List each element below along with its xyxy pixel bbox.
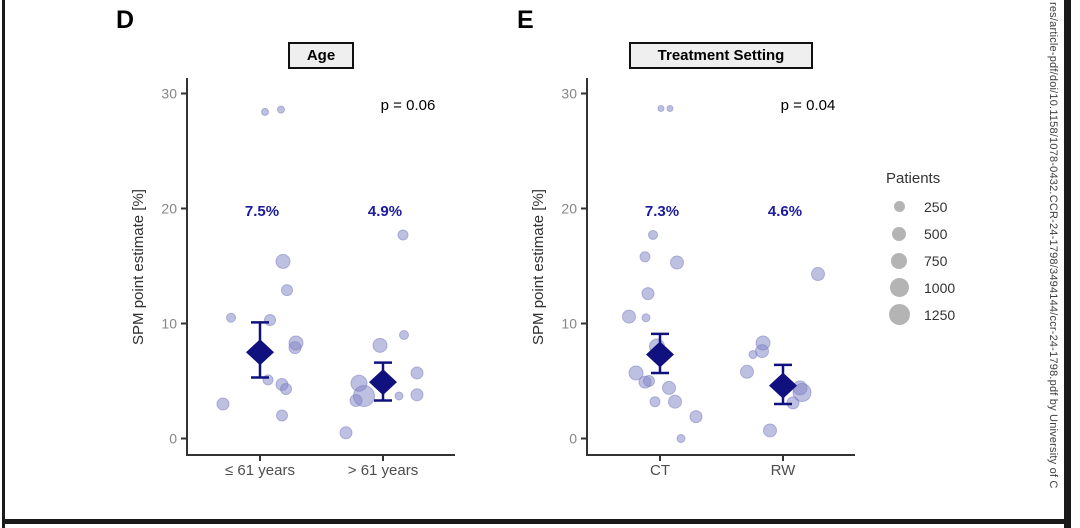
y-tick-label: 0: [169, 431, 177, 447]
patient-bubble: [397, 229, 409, 241]
patient-bubble: [641, 313, 651, 323]
y-axis-label: SPM point estimate [%]: [530, 189, 547, 345]
patient-bubble: [670, 255, 684, 270]
estimate-diamond: [769, 372, 797, 399]
estimate-diamond: [246, 339, 274, 366]
panel-e-title-box: Treatment Setting: [629, 42, 813, 69]
legend-item: 1250: [886, 301, 1006, 328]
patient-bubble: [811, 267, 825, 282]
patient-bubble: [628, 365, 644, 381]
legend-size-label: 1250: [924, 306, 956, 323]
patient-bubble: [662, 380, 676, 395]
legend-size-circle: [888, 304, 910, 325]
legend-size-label: 250: [924, 198, 948, 215]
panel-e-plot: 0 10 20 30 SPM point estimate [%] p = 0.04 CT 7…: [530, 78, 855, 479]
estimate-label: 4.9%: [368, 203, 402, 220]
patient-bubble: [763, 423, 777, 438]
patient-bubble: [657, 104, 665, 112]
y-tick-label: 30: [161, 86, 177, 102]
legend-size-label: 1000: [924, 279, 956, 296]
patient-bubble: [276, 409, 288, 422]
legend-title: Patients: [886, 170, 941, 187]
p-value-label: p = 0.04: [781, 97, 836, 114]
estimate-diamond: [646, 341, 674, 368]
patient-bubble: [410, 366, 424, 380]
figure-frame-bottom: [2, 519, 1071, 524]
patient-bubble: [399, 330, 409, 340]
estimate-label: 4.6%: [768, 203, 802, 220]
patient-bubble: [649, 396, 661, 408]
patient-bubble: [641, 287, 655, 301]
patient-bubble: [288, 341, 302, 355]
y-axis-label: SPM point estimate [%]: [130, 189, 147, 345]
patient-bubble: [755, 344, 769, 359]
legend-size-circle: [889, 278, 909, 297]
group-2: RW 4.6%: [740, 203, 825, 479]
patient-bubble: [372, 337, 388, 353]
p-value-label: p = 0.06: [381, 97, 436, 114]
y-tick-label: 20: [561, 201, 577, 217]
patient-bubble: [666, 104, 674, 112]
legend-size-circle: [893, 201, 905, 212]
patient-bubble: [261, 107, 269, 116]
patient-bubble: [394, 391, 404, 401]
legend-item: 500: [886, 220, 1006, 247]
y-tick-label: 30: [561, 86, 577, 102]
patient-bubble: [748, 350, 758, 360]
y-tick-label: 10: [161, 316, 177, 332]
category-label: > 61 years: [348, 462, 418, 479]
patient-bubble: [281, 284, 293, 297]
estimate-label: 7.5%: [245, 203, 279, 220]
patient-bubble: [264, 314, 276, 327]
pdf-download-watermark: res/article-pdf/doi/10.1158/1078-0432.CC…: [1047, 2, 1059, 489]
y-tick-label: 20: [161, 201, 177, 217]
legend-size-label: 750: [924, 252, 948, 269]
legend-size-circle: [892, 226, 906, 241]
patient-bubble: [689, 410, 703, 424]
group-1: ≤ 61 years 7.5%: [216, 105, 304, 479]
group-2: > 61 years 4.9%: [339, 203, 424, 479]
patient-bubble: [643, 375, 655, 387]
patient-bubble: [275, 253, 291, 269]
patient-bubble: [280, 383, 292, 396]
category-label: ≤ 61 years: [225, 462, 295, 479]
category-label: RW: [771, 462, 797, 479]
figure-frame-left: [2, 0, 5, 528]
panel-e-letter: E: [517, 6, 534, 34]
patient-bubble: [349, 394, 363, 408]
patient-bubble: [339, 426, 353, 440]
panel-d-plot: 0 10 20 30 SPM point estimate [%] p = 0.06 ≤ 6…: [130, 78, 455, 479]
legend-item: 750: [886, 247, 1006, 274]
legend-item: 1000: [886, 274, 1006, 301]
size-legend: Patients 250 500 750 1000 1250: [886, 170, 1006, 328]
group-1: CT 7.3%: [622, 104, 703, 479]
legend-size-circle: [891, 252, 907, 269]
category-label: CT: [650, 462, 670, 479]
panel-d-title-box: Age: [288, 42, 354, 69]
patient-bubble: [277, 105, 285, 114]
estimate-label: 7.3%: [645, 203, 679, 220]
patient-bubble: [622, 309, 636, 324]
legend-size-label: 500: [924, 225, 948, 242]
patient-bubble: [676, 434, 686, 443]
patient-bubble: [648, 229, 658, 240]
patient-bubble: [226, 312, 236, 323]
estimate-diamond: [369, 369, 397, 396]
legend-item: 250: [886, 193, 1006, 220]
patient-bubble: [639, 251, 651, 263]
y-tick-label: 0: [569, 431, 577, 447]
figure-frame-right: [1064, 0, 1071, 528]
panel-d-letter: D: [116, 6, 135, 34]
patient-bubble: [668, 394, 682, 409]
legend-items: 250 500 750 1000 1250: [886, 193, 1006, 328]
patient-bubble: [792, 383, 812, 402]
patient-bubble: [216, 397, 230, 411]
patient-bubble: [740, 364, 754, 379]
patient-bubble: [410, 388, 424, 402]
y-tick-label: 10: [561, 316, 577, 332]
